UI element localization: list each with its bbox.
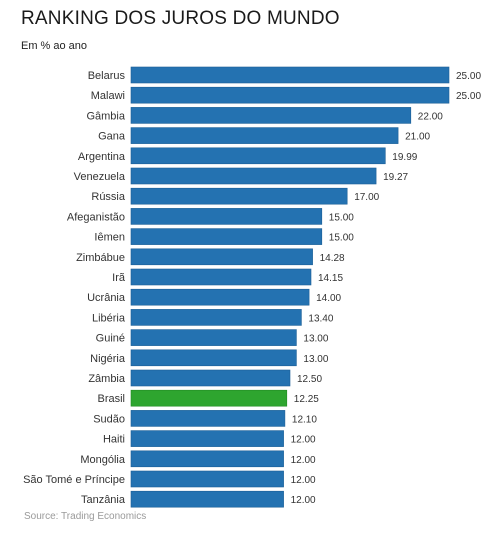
chart-subtitle: Em % ao ano	[21, 40, 88, 52]
bar-1	[130, 86, 450, 104]
bar-3	[130, 127, 399, 144]
category-label-2: Gâmbia	[86, 110, 125, 122]
category-label-1: Malawi	[91, 90, 125, 102]
category-label-15: Zâmbia	[88, 373, 126, 385]
bar-13	[130, 329, 297, 346]
value-label-7: 15.00	[329, 212, 354, 223]
category-label-3: Gana	[98, 131, 126, 143]
value-label-18: 12.00	[291, 435, 316, 446]
category-label-6: Rússia	[91, 191, 126, 203]
value-label-10: 14.15	[318, 273, 343, 284]
bar-4	[130, 147, 386, 165]
value-label-12: 13.40	[308, 313, 333, 324]
bar-14	[130, 349, 297, 367]
chart-title: RANKING DOS JUROS DO MUNDO	[21, 8, 340, 29]
value-label-17: 12.10	[292, 414, 317, 425]
value-label-16: 12.25	[294, 394, 319, 405]
category-label-20: São Tomé e Príncipe	[23, 474, 125, 486]
category-label-18: Haiti	[103, 434, 125, 446]
bar-11	[130, 288, 310, 306]
value-label-6: 17.00	[354, 192, 379, 203]
category-label-7: Afeganistão	[67, 211, 125, 223]
bar-9	[130, 248, 313, 266]
category-label-10: Irã	[112, 272, 126, 284]
value-label-20: 12.00	[291, 475, 316, 486]
category-label-11: Ucrânia	[87, 292, 126, 304]
value-label-11: 14.00	[316, 293, 341, 304]
value-label-1: 25.00	[456, 91, 481, 102]
category-label-4: Argentina	[78, 151, 126, 163]
value-label-2: 22.00	[418, 111, 443, 122]
bar-19	[130, 450, 284, 468]
category-label-16: Brasil	[97, 393, 125, 405]
category-label-21: Tanzânia	[81, 494, 126, 506]
bar-15	[130, 369, 291, 387]
category-label-5: Venezuela	[74, 171, 126, 183]
value-label-0: 25.00	[456, 71, 481, 82]
bar-7	[130, 208, 323, 225]
value-label-4: 19.99	[392, 152, 417, 163]
category-label-14: Nigéria	[90, 353, 126, 365]
category-label-12: Libéria	[92, 312, 126, 324]
category-label-0: Belarus	[88, 70, 126, 82]
bar-17	[130, 410, 286, 427]
bar-18	[130, 430, 284, 447]
bar-2	[130, 107, 412, 124]
bar-6	[130, 187, 348, 205]
bar-8	[130, 228, 323, 245]
bar-12	[130, 309, 302, 326]
value-label-15: 12.50	[297, 374, 322, 385]
value-label-3: 21.00	[405, 132, 430, 143]
bar-20	[130, 470, 284, 488]
bar-21	[130, 490, 284, 508]
bar-5	[130, 167, 377, 185]
value-label-5: 19.27	[383, 172, 408, 183]
bar-10	[130, 268, 312, 286]
value-label-19: 12.00	[291, 455, 316, 466]
bar-0	[130, 66, 450, 84]
category-label-13: Guiné	[96, 333, 125, 345]
category-label-17: Sudão	[93, 413, 125, 425]
category-label-8: Iêmen	[94, 232, 125, 244]
value-label-9: 14.28	[320, 253, 345, 264]
category-label-9: Zimbábue	[76, 252, 125, 264]
source-note: Source: Trading Economics	[24, 511, 147, 522]
value-label-8: 15.00	[329, 233, 354, 244]
category-label-19: Mongólia	[80, 454, 126, 466]
bar-16	[130, 389, 288, 407]
value-label-21: 12.00	[291, 495, 316, 506]
value-label-14: 13.00	[303, 354, 328, 365]
value-label-13: 13.00	[303, 334, 328, 345]
